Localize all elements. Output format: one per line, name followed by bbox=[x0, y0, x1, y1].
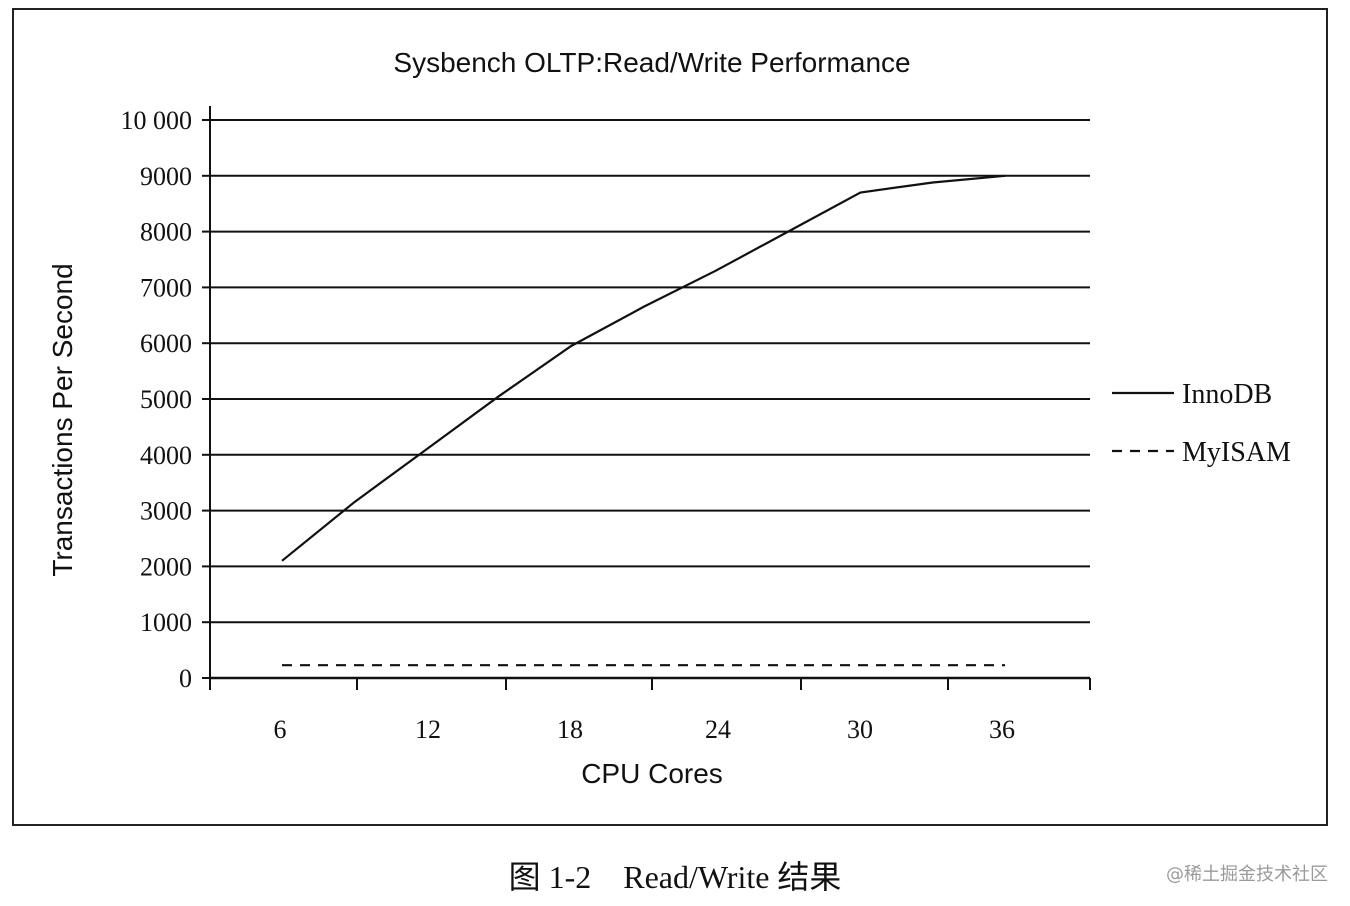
y-tick-label: 0 bbox=[179, 664, 192, 693]
x-tick-label: 30 bbox=[847, 715, 873, 744]
legend-label-myisam: MyISAM bbox=[1182, 437, 1291, 468]
chart-frame bbox=[12, 8, 1328, 826]
y-tick-label: 2000 bbox=[140, 552, 192, 581]
watermark: @稀土掘金技术社区 bbox=[1166, 864, 1328, 885]
x-tick-label: 36 bbox=[989, 715, 1015, 744]
chart-title: Sysbench OLTP:Read/Write Performance bbox=[393, 47, 910, 78]
x-axis-title: CPU Cores bbox=[581, 758, 723, 789]
x-tick-label: 24 bbox=[705, 715, 731, 744]
series-line-innodb bbox=[281, 174, 1006, 562]
x-tick-label: 6 bbox=[274, 715, 287, 744]
legend-label-innodb: InnoDB bbox=[1182, 379, 1272, 410]
x-tick-label: 18 bbox=[557, 715, 583, 744]
grid-lines bbox=[210, 119, 1090, 624]
x-tick-label: 12 bbox=[415, 715, 441, 744]
x-tick-labels: 6 12 18 24 30 36 bbox=[274, 715, 1016, 744]
legend: InnoDB MyISAM bbox=[1112, 379, 1291, 468]
y-tick-label: 10 000 bbox=[121, 106, 193, 135]
y-tick-label: 5000 bbox=[140, 385, 192, 414]
y-tick-label: 4000 bbox=[140, 441, 192, 470]
series-lines bbox=[281, 174, 1006, 667]
y-tick-label: 6000 bbox=[140, 329, 192, 358]
figure-caption: 图 1-2 Read/Write 结果 bbox=[508, 859, 842, 895]
y-tick-labels: 0 1000 2000 3000 4000 5000 6000 7000 8000 9000 10 … bbox=[121, 106, 193, 693]
y-tick-label: 7000 bbox=[140, 273, 192, 302]
y-tick-label: 8000 bbox=[140, 218, 192, 247]
y-tick-label: 9000 bbox=[140, 162, 192, 191]
y-tick-label: 3000 bbox=[140, 497, 192, 526]
y-tick-label: 1000 bbox=[140, 608, 192, 637]
axes bbox=[202, 106, 1091, 690]
y-axis-title: Transactions Per Second bbox=[47, 263, 78, 576]
